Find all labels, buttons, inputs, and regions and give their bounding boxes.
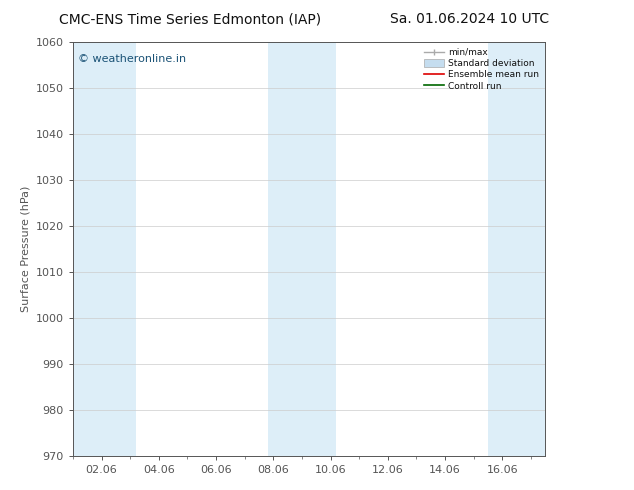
- Bar: [488, 42, 545, 456]
- Bar: [268, 42, 336, 456]
- Text: CMC-ENS Time Series Edmonton (IAP): CMC-ENS Time Series Edmonton (IAP): [59, 12, 321, 26]
- Legend: min/max, Standard deviation, Ensemble mean run, Controll run: min/max, Standard deviation, Ensemble me…: [423, 46, 541, 93]
- Y-axis label: Surface Pressure (hPa): Surface Pressure (hPa): [20, 186, 30, 312]
- Text: © weatheronline.in: © weatheronline.in: [77, 54, 186, 64]
- Text: Sa. 01.06.2024 10 UTC: Sa. 01.06.2024 10 UTC: [390, 12, 548, 26]
- Bar: [73, 42, 136, 456]
